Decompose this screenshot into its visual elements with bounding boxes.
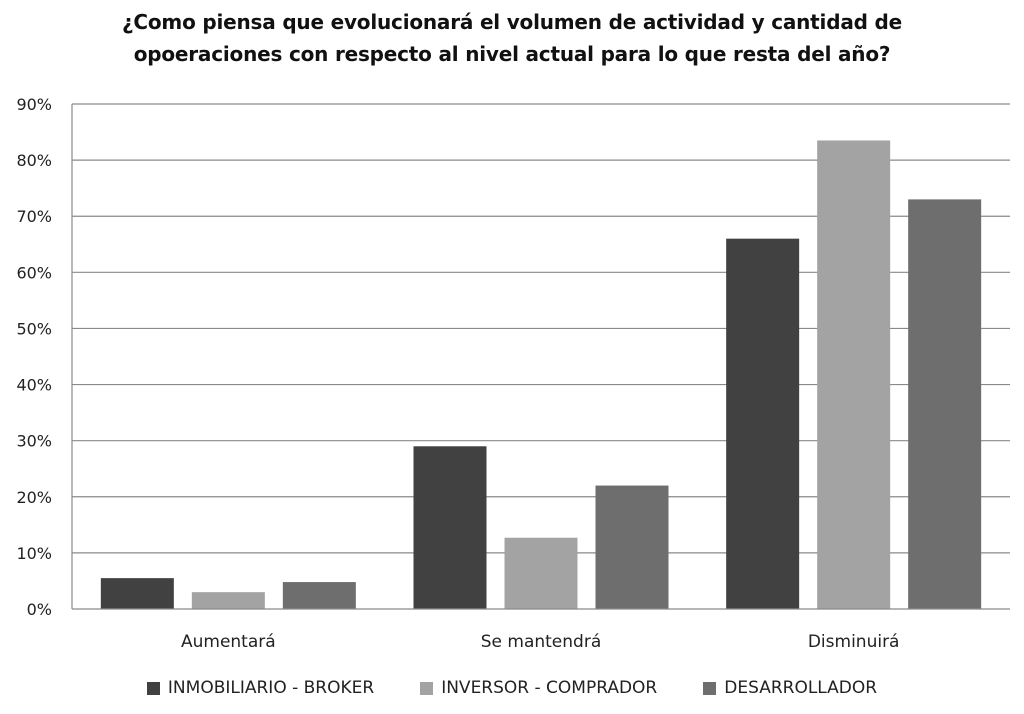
y-tick-label: 20% [16,488,52,507]
y-tick-label: 70% [16,207,52,226]
legend-swatch-desarrollador [703,681,717,695]
y-tick-label: 10% [16,544,52,563]
y-tick-label: 40% [16,376,52,395]
bar-1-3 [726,238,800,609]
bar-2-2 [504,537,578,609]
category-label: Aumentará [181,632,276,652]
y-tick-label: 80% [16,151,52,170]
y-tick-label: 50% [16,319,52,338]
category-label: Se mantendrá [481,632,602,652]
category-label: Disminuirá [808,632,900,652]
bar-3-3 [908,199,982,609]
y-tick-labels: 0% 10% 20% 30% 40% 50% 60% 70% 80% 90% [16,95,52,619]
chart-title-line-1: ¿Como piensa que evolucionará el volumen… [122,10,902,34]
bar-1-1 [100,578,174,609]
category-labels: Aumentará Se mantendrá Disminuirá [181,632,899,652]
legend-swatch-inversor [420,681,434,695]
bar-1-2 [413,446,487,609]
legend-item-inversor: INVERSOR - COMPRADOR [420,678,657,698]
legend: INMOBILIARIO - BROKER INVERSOR - COMPRAD… [0,678,1024,698]
y-tick-label: 0% [27,600,52,619]
bar-3-1 [282,582,356,609]
chart-title-line-2: opoeraciones con respecto al nivel actua… [133,42,891,66]
bars [100,140,982,609]
bar-3-2 [595,485,669,609]
bar-2-1 [191,592,265,609]
legend-item-desarrollador: DESARROLLADOR [703,678,877,698]
legend-label-inversor: INVERSOR - COMPRADOR [441,678,658,698]
legend-label-broker: INMOBILIARIO - BROKER [167,678,375,698]
y-tick-label: 90% [16,95,52,114]
y-tick-label: 60% [16,263,52,282]
legend-item-broker: INMOBILIARIO - BROKER [146,678,375,698]
legend-label-desarrollador: DESARROLLADOR [724,678,878,698]
legend-swatch-broker [146,681,160,695]
chart-title: ¿Como piensa que evolucionará el volumen… [0,6,1024,70]
y-tick-label: 30% [16,432,52,451]
bar-2-3 [817,140,891,609]
